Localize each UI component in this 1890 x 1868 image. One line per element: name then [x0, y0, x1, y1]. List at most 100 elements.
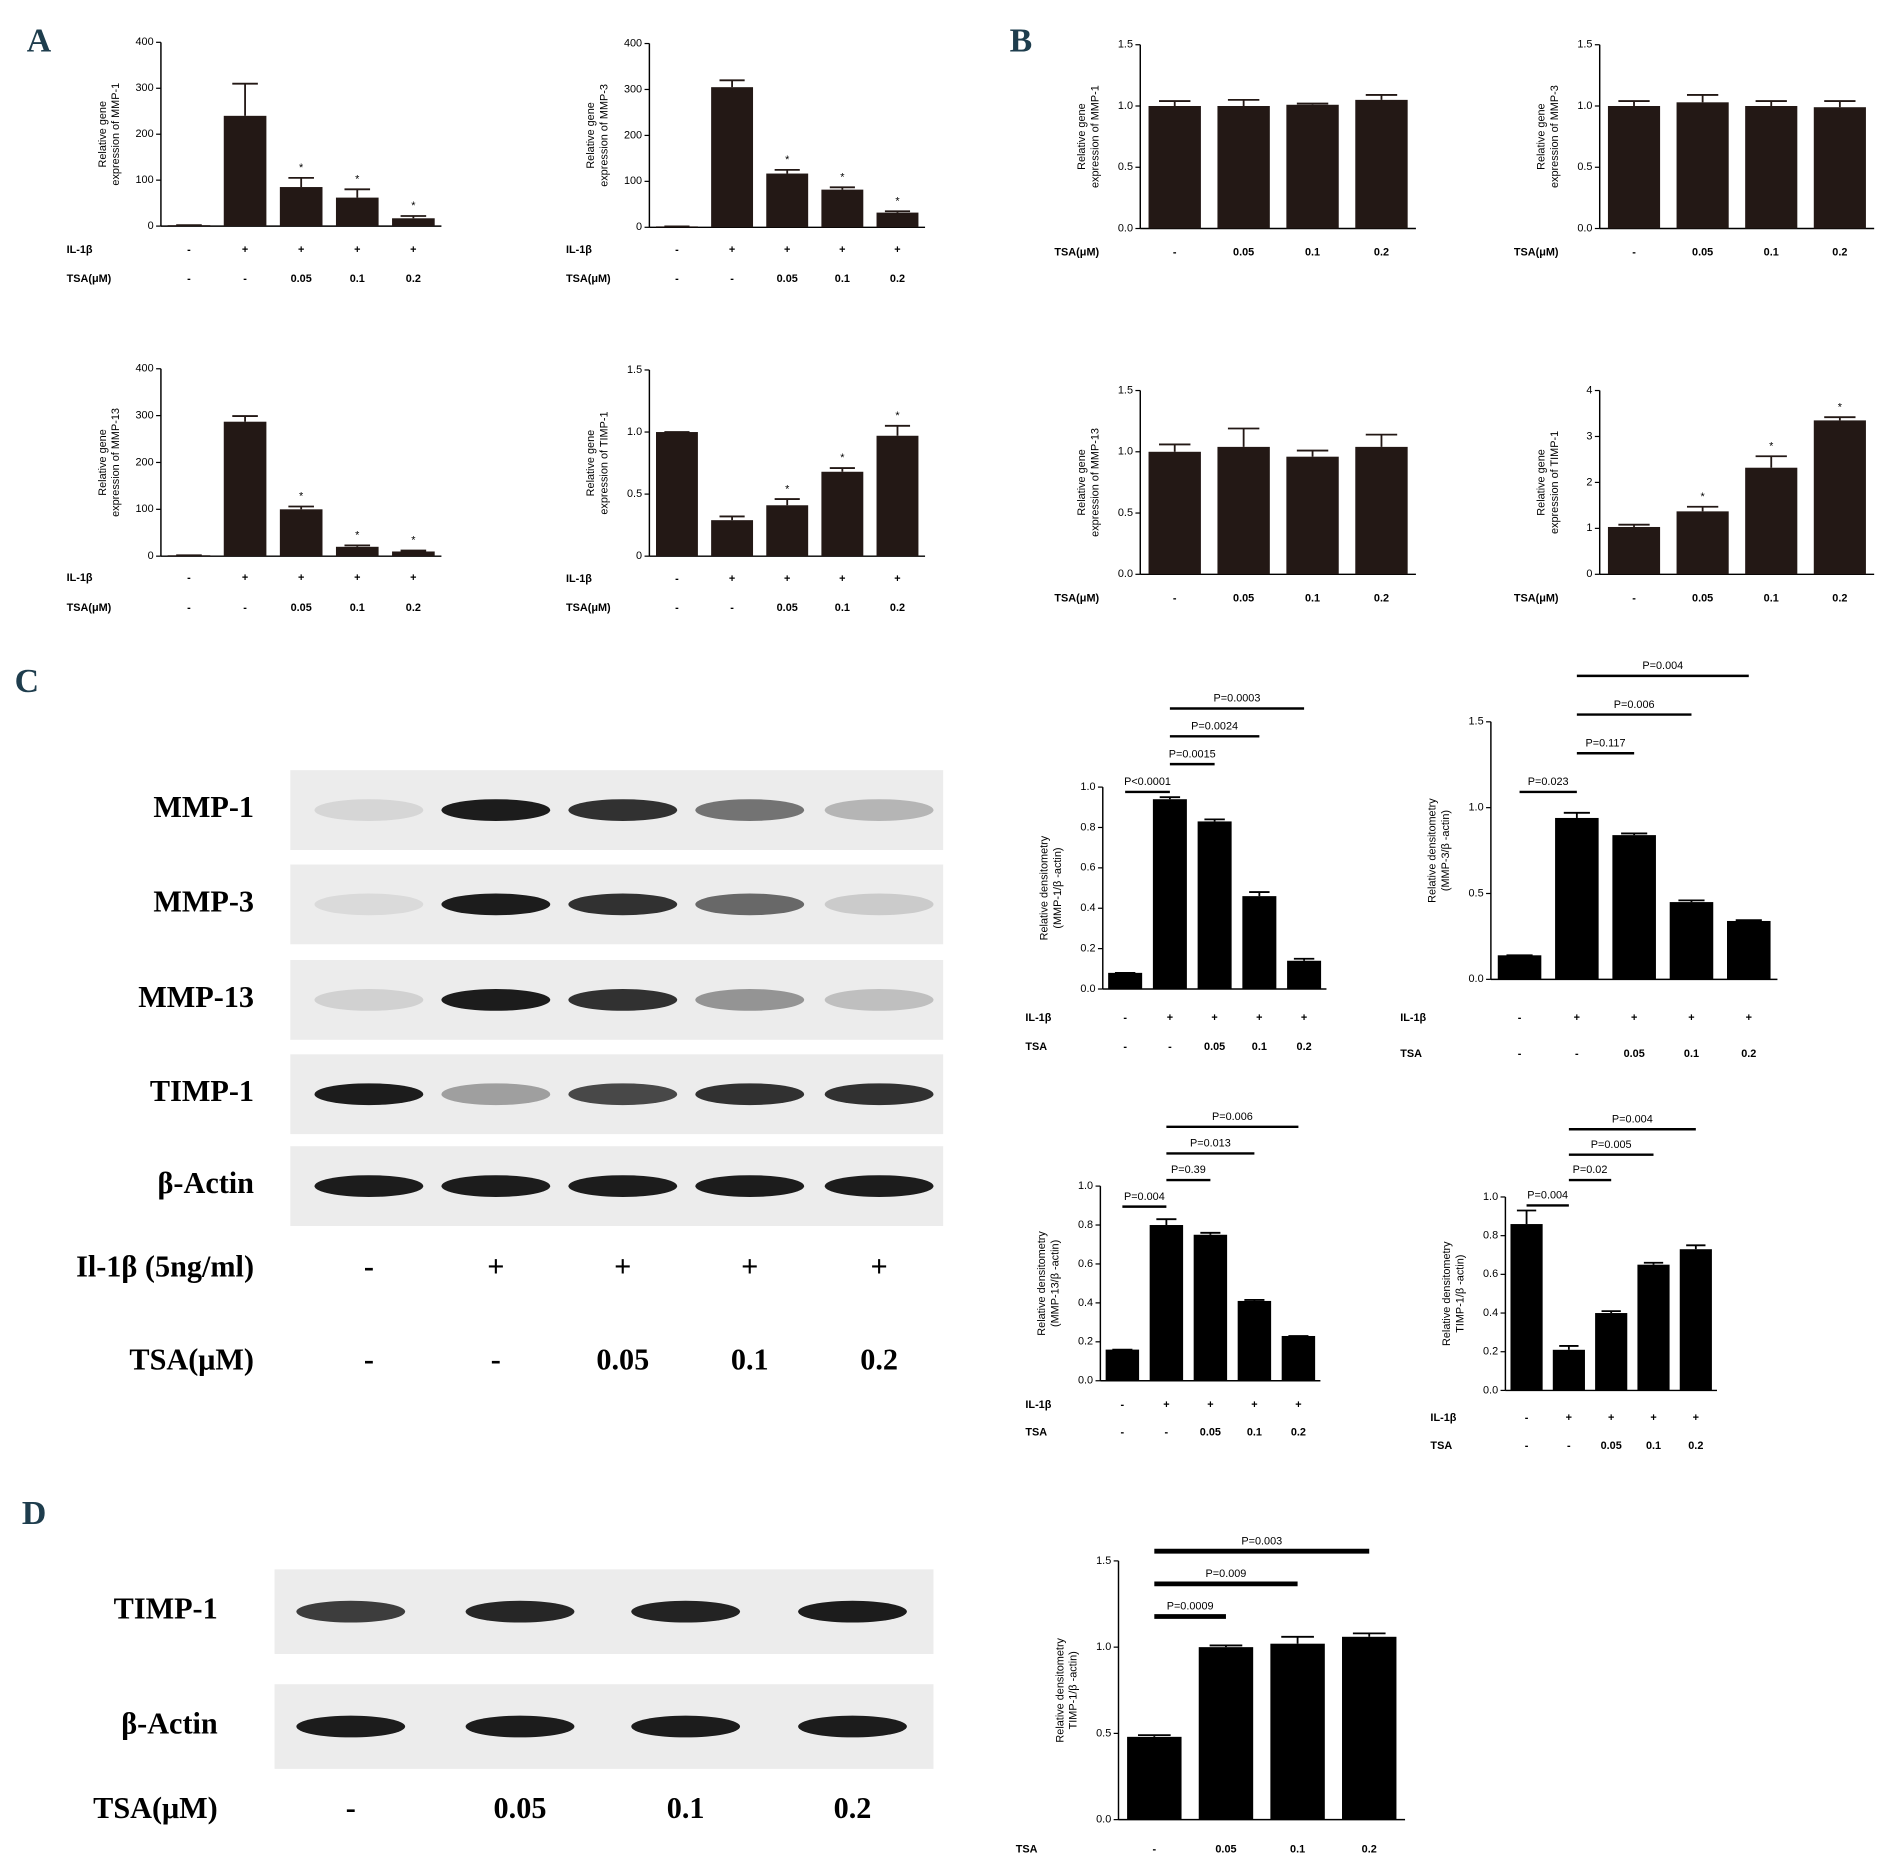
row-label: 0.2: [1741, 1048, 1756, 1060]
row-name: IL-1β: [566, 244, 592, 256]
p-value: P=0.39: [1171, 1164, 1206, 1176]
bar: [766, 505, 809, 557]
row-label: +: [1167, 1012, 1173, 1024]
bar: [1242, 896, 1277, 990]
row-label: -: [1567, 1440, 1571, 1452]
bar: [1813, 420, 1866, 575]
row-label: +: [1251, 1399, 1257, 1411]
blot-band: [465, 1600, 575, 1623]
treatment-label: 0.1: [731, 1343, 769, 1377]
row-label: +: [410, 572, 416, 584]
y-tick-label: 200: [136, 128, 154, 140]
row-name: IL-1β: [1400, 1012, 1426, 1024]
p-value: P=0.0015: [1169, 748, 1216, 760]
treatment-label: 0.1: [667, 1791, 705, 1825]
bar: [1281, 1335, 1316, 1381]
y-tick-label: 0.5: [1118, 507, 1133, 519]
row-label: +: [1211, 1012, 1217, 1024]
y-axis-label: expression of TIMP-1: [1549, 431, 1561, 534]
blot-band: [441, 1083, 551, 1106]
blot-band: [568, 1083, 678, 1106]
y-axis-label: Relative gene: [1076, 103, 1088, 170]
bar: [1595, 1313, 1628, 1391]
blot-band: [631, 1600, 741, 1623]
blot-band: [695, 893, 805, 916]
treatment-label: 0.05: [596, 1343, 649, 1377]
bar: [1552, 1349, 1585, 1391]
row-label: 0.05: [291, 602, 312, 614]
row-label: 0.05: [1200, 1427, 1221, 1439]
row-label: 0.1: [1764, 247, 1779, 259]
row-label: -: [1123, 1012, 1127, 1024]
y-tick-label: 4: [1586, 384, 1592, 396]
blot-band: [465, 1715, 575, 1738]
blot-band: [314, 989, 424, 1011]
bar: [1669, 902, 1714, 980]
row-label: 0.2: [1297, 1041, 1312, 1053]
y-tick-label: 0.5: [627, 488, 642, 500]
bar: [876, 212, 919, 228]
row-label: 0.05: [1233, 592, 1254, 604]
row-name: IL-1β: [1025, 1012, 1051, 1024]
row-label: -: [675, 602, 679, 614]
bar: [1355, 99, 1408, 229]
bar: [1197, 821, 1232, 990]
blot-band: [568, 893, 678, 916]
row-label: +: [298, 572, 304, 584]
row-label: -: [1123, 1041, 1127, 1053]
y-tick-label: 0.5: [1118, 161, 1133, 173]
significance-star: *: [895, 195, 900, 207]
row-label: +: [1574, 1012, 1580, 1024]
blot-band: [314, 1175, 424, 1197]
y-axis-label: expression of MMP-3: [1549, 85, 1561, 188]
bar: [1676, 511, 1729, 575]
row-label: +: [1295, 1399, 1301, 1411]
protein-label: MMP-3: [153, 884, 254, 918]
treatment-label: -: [364, 1343, 374, 1377]
y-axis-label: expression of MMP-1: [110, 83, 122, 186]
y-axis-label: Relative gene: [1536, 449, 1548, 516]
significance-star: *: [785, 483, 790, 495]
bar: [279, 509, 323, 557]
bar: [656, 432, 698, 557]
bar: [1198, 1647, 1254, 1820]
y-tick-label: 200: [136, 456, 154, 468]
row-label: -: [1525, 1440, 1529, 1452]
blot-band: [441, 893, 551, 916]
p-value: P=0.004: [1527, 1190, 1568, 1202]
row-label: 0.2: [1362, 1844, 1377, 1856]
row-label: +: [1301, 1012, 1307, 1024]
y-tick-label: 0.0: [1080, 983, 1095, 995]
treatment-name: TSA(μM): [129, 1343, 254, 1377]
row-label: +: [784, 573, 790, 585]
blot-band: [695, 1083, 805, 1106]
row-label: +: [1650, 1412, 1656, 1424]
treatment-label: +: [870, 1249, 887, 1283]
p-value: P=0.004: [1612, 1113, 1653, 1125]
bar: [766, 173, 809, 228]
row-label: -: [1168, 1041, 1172, 1053]
y-tick-label: 0.0: [1483, 1384, 1498, 1396]
row-label: 0.2: [1832, 247, 1847, 259]
y-tick-label: 1.0: [1118, 100, 1133, 112]
row-label: 0.1: [1684, 1048, 1699, 1060]
blot-band: [568, 989, 678, 1011]
row-label: 0.1: [1252, 1041, 1267, 1053]
treatment-name: Il-1β (5ng/ml): [76, 1249, 254, 1283]
blot-band: [824, 893, 934, 916]
bar: [1607, 105, 1661, 229]
y-tick-label: 0.4: [1483, 1307, 1498, 1319]
row-name: TSA: [1025, 1041, 1047, 1053]
p-value: P=0.02: [1573, 1164, 1608, 1176]
significance-star: *: [895, 410, 900, 422]
blot-band: [441, 799, 551, 821]
y-tick-label: 1.0: [1078, 1180, 1093, 1192]
y-tick-label: 100: [136, 174, 154, 186]
y-axis-label: (MMP-13/β -actin): [1050, 1240, 1062, 1327]
bar: [1217, 105, 1270, 229]
y-tick-label: 0.2: [1078, 1336, 1093, 1348]
significance-star: *: [299, 162, 304, 174]
bar: [1342, 1636, 1397, 1820]
y-tick-label: 0.6: [1080, 862, 1095, 874]
p-value: P<0.0001: [1124, 776, 1171, 788]
